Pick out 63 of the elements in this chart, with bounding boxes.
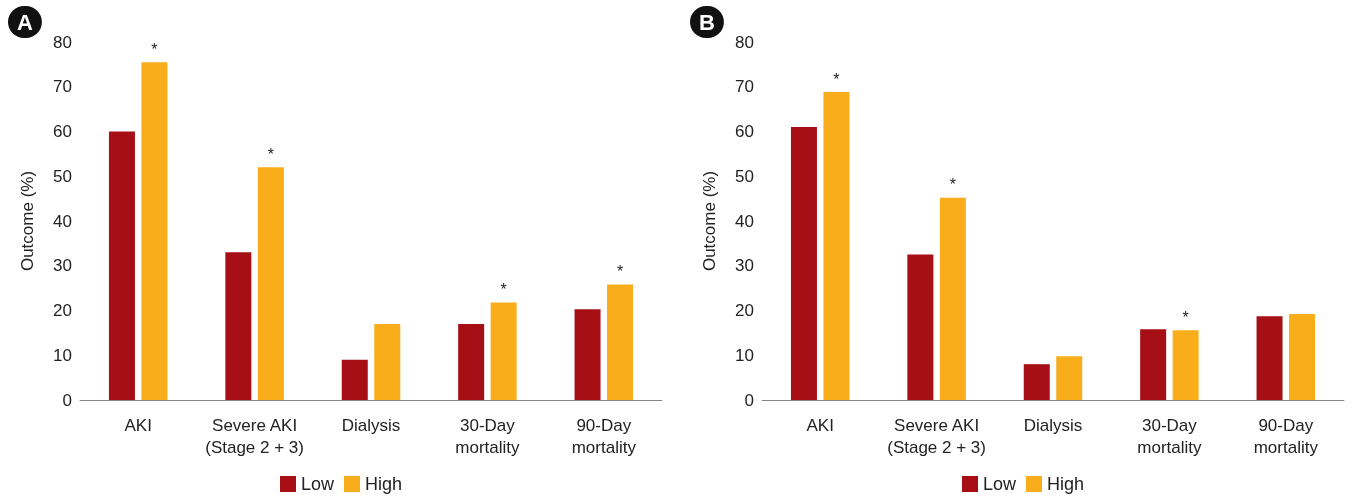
legend-label: High <box>1047 474 1085 494</box>
x-tick-label: 90-Day mortality <box>571 415 637 457</box>
y-axis-title: Outcome (%) <box>700 170 719 272</box>
y-tick-label: 70 <box>735 77 754 97</box>
annotation: * <box>267 145 274 163</box>
y-tick-label: 50 <box>735 166 754 186</box>
y-tick-label: 30 <box>53 256 72 276</box>
bar <box>1172 330 1199 400</box>
x-tick-label: Dialysis <box>1023 415 1083 435</box>
annotation: * <box>151 40 158 58</box>
chart-title: B <box>699 9 715 35</box>
annotation: * <box>949 176 956 194</box>
y-tick-label: 40 <box>53 211 72 231</box>
bar <box>1023 364 1050 400</box>
legend-label: High <box>365 474 403 494</box>
y-tick-label: 60 <box>53 122 72 141</box>
annotation: * <box>1182 308 1189 326</box>
annotation: * <box>500 280 507 298</box>
x-tick-label: AKI <box>124 415 152 435</box>
y-tick-label: 60 <box>735 122 754 141</box>
bar <box>374 323 401 400</box>
bar <box>490 302 517 400</box>
annotation: * <box>833 70 840 88</box>
x-tick-label: Severe AKI (Stage 2 + 3) <box>205 415 304 457</box>
bar <box>1140 329 1167 400</box>
y-tick-label: 20 <box>735 301 754 320</box>
y-axis-title: Outcome (%) <box>18 170 37 272</box>
y-tick-label: 80 <box>53 32 72 52</box>
y-tick-label: 40 <box>735 211 754 231</box>
bar <box>1056 356 1083 400</box>
bar <box>458 323 485 400</box>
y-tick-label: 0 <box>744 390 754 410</box>
x-tick-label: Dialysis <box>341 415 401 435</box>
y-tick-label: 70 <box>53 77 72 97</box>
x-tick-label: 30-Day mortality <box>1137 415 1203 457</box>
bar <box>907 254 934 400</box>
bar <box>225 252 252 400</box>
x-tick-label: Severe AKI (Stage 2 + 3) <box>887 415 986 457</box>
bar <box>574 309 601 400</box>
y-tick-label: 0 <box>62 390 72 410</box>
bar <box>1289 314 1316 400</box>
x-tick-label: AKI <box>806 415 834 435</box>
bar <box>1256 316 1283 400</box>
x-tick-label: 30-Day mortality <box>455 415 521 457</box>
bar <box>823 92 850 400</box>
chart-title: A <box>17 9 33 35</box>
y-tick-label: 50 <box>53 166 72 186</box>
bar <box>108 131 135 400</box>
bar <box>607 284 634 400</box>
legend-label: Low <box>982 474 1017 494</box>
y-tick-label: 80 <box>735 32 754 52</box>
bar <box>257 167 284 400</box>
y-tick-label: 10 <box>53 345 72 365</box>
legend-label: Low <box>300 474 335 494</box>
bar <box>790 127 817 400</box>
y-tick-label: 20 <box>53 301 72 320</box>
x-tick-label: 90-Day mortality <box>1253 415 1319 457</box>
y-tick-label: 10 <box>735 345 754 365</box>
bar <box>341 359 368 400</box>
y-tick-label: 30 <box>735 256 754 276</box>
annotation: * <box>616 263 624 281</box>
bar <box>141 62 168 400</box>
bar <box>939 197 966 400</box>
